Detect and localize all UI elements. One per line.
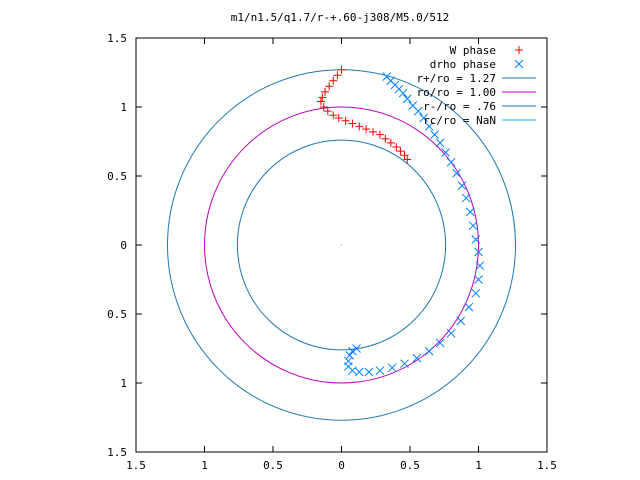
drho-phase-point bbox=[475, 261, 485, 271]
drho-phase-point bbox=[461, 193, 471, 203]
drho-phase-point bbox=[468, 221, 478, 231]
w-phase-point bbox=[386, 138, 395, 147]
drho-phase-point bbox=[435, 338, 445, 348]
drho-phase-point bbox=[402, 94, 412, 104]
drho-phase-point bbox=[471, 288, 481, 298]
drho-phase-point bbox=[413, 106, 423, 116]
circle-1 bbox=[204, 106, 479, 384]
drho-phase-point bbox=[424, 346, 434, 356]
x-tick-label: 0.5 bbox=[400, 459, 420, 472]
w-phase-point bbox=[329, 111, 338, 120]
drho-phase-point bbox=[352, 344, 361, 353]
x-tick-label: 1.5 bbox=[126, 459, 146, 472]
drho-phase-point bbox=[348, 346, 357, 356]
legend-label: r-/ro = .76 bbox=[423, 100, 496, 113]
w-phase-point bbox=[396, 147, 405, 156]
w-phase-point bbox=[333, 71, 342, 80]
legend-marker bbox=[515, 46, 523, 54]
w-phase-point bbox=[334, 114, 343, 123]
w-phase-point bbox=[362, 125, 371, 134]
legend-label: ro/ro = 1.00 bbox=[417, 86, 496, 99]
legend-label: drho phase bbox=[430, 58, 496, 71]
drho-phase-point bbox=[375, 366, 385, 375]
w-phase-point bbox=[321, 87, 330, 96]
w-phase-point bbox=[392, 143, 401, 152]
w-phase-point bbox=[316, 97, 325, 106]
axis-ticks: 1.5 1 0.5 0 0.5 1 1.51.510.500.511.5 bbox=[107, 32, 557, 472]
y-tick-label: 1.5 bbox=[107, 446, 127, 459]
drho-phase-point bbox=[474, 247, 483, 257]
y-tick-label: 0.5 bbox=[107, 170, 127, 183]
x-tick-label: 1 bbox=[201, 459, 208, 472]
drho-phase-point bbox=[364, 367, 374, 377]
drho-phase-point bbox=[446, 328, 456, 338]
legend-label: r+/ro = 1.27 bbox=[417, 72, 496, 85]
x-tick-label: 0 bbox=[338, 459, 345, 472]
drho-phase-point bbox=[400, 359, 409, 369]
w-phase-point bbox=[348, 119, 357, 128]
legend-label: W phase bbox=[450, 44, 496, 57]
w-phase-point bbox=[400, 151, 409, 160]
drho-phase-point bbox=[343, 356, 353, 366]
drho-phase-point bbox=[457, 181, 467, 191]
circle-2 bbox=[236, 139, 447, 351]
w-phase-point bbox=[318, 93, 327, 102]
x-tick-label: 0.5 bbox=[263, 459, 283, 472]
w-phase-point bbox=[319, 103, 328, 111]
w-phase-point bbox=[325, 82, 334, 91]
drho-phase-point bbox=[456, 316, 466, 326]
drho-phase-point bbox=[446, 157, 456, 167]
w-phase-point bbox=[375, 130, 384, 139]
legend-marker bbox=[514, 59, 524, 69]
w-phase-point bbox=[355, 122, 364, 131]
x-tick-label: 1.5 bbox=[537, 459, 557, 472]
origin-dot bbox=[340, 244, 343, 246]
drho-phase-point bbox=[345, 351, 355, 360]
y-tick-label: 1 bbox=[120, 101, 127, 114]
w-phase-point bbox=[329, 76, 338, 85]
chart-title: m1/n1.5/q1.7/r-+.60-j308/M5.0/512 bbox=[231, 11, 450, 24]
data-series bbox=[316, 65, 485, 377]
drho-phase-point bbox=[412, 353, 422, 363]
y-tick-label: 0 bbox=[120, 239, 127, 252]
y-tick-label: 0.5 bbox=[107, 308, 127, 321]
drho-phase-point bbox=[471, 235, 481, 244]
drho-phase-point bbox=[464, 302, 474, 312]
drho-phase-point bbox=[424, 121, 434, 131]
w-phase-point bbox=[369, 127, 378, 136]
y-tick-label: 1.5 bbox=[107, 32, 127, 45]
w-phase-point bbox=[381, 134, 390, 143]
drho-phase-point bbox=[441, 148, 450, 157]
drho-phase-point bbox=[419, 113, 429, 123]
drho-phase-point bbox=[435, 138, 445, 148]
drho-phase-point bbox=[398, 88, 408, 98]
w-phase-point bbox=[323, 107, 332, 116]
drho-phase-point bbox=[354, 367, 364, 377]
x-tick-label: 1 bbox=[475, 459, 482, 472]
drho-phase-point bbox=[474, 275, 483, 284]
legend-label: rc/ro = NaN bbox=[423, 114, 496, 127]
drho-phase-point bbox=[452, 168, 461, 178]
w-phase-point bbox=[341, 116, 350, 125]
w-phase-point bbox=[403, 155, 412, 164]
y-tick-label: 1 bbox=[120, 377, 127, 390]
drho-phase-point bbox=[465, 207, 475, 217]
drho-phase-point bbox=[387, 363, 397, 373]
w-phase-point bbox=[337, 65, 346, 74]
drho-phase-point bbox=[430, 130, 440, 139]
